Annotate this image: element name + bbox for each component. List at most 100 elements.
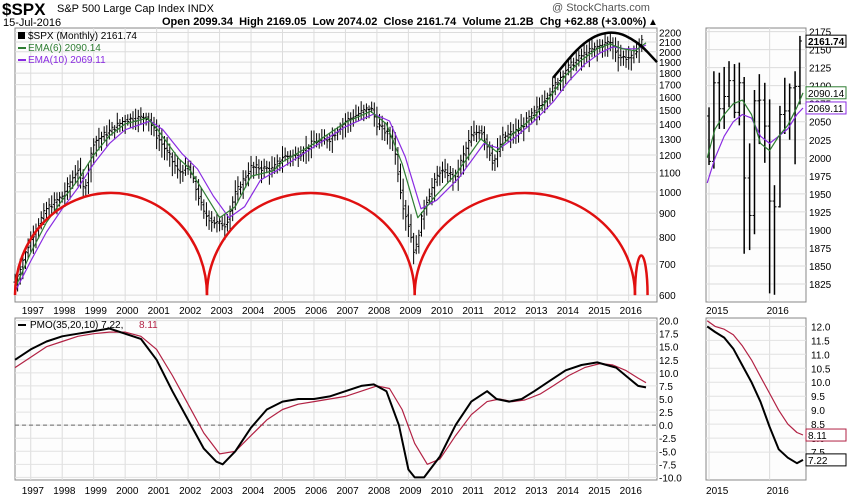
pmo-x-tick-label: 2001 xyxy=(148,486,171,497)
high-value: 2169.05 xyxy=(266,16,307,28)
pmo-zoom-y-tick-label: 10.0 xyxy=(811,378,831,389)
zoom-y-tick-label: 2125 xyxy=(809,64,832,75)
top-arc xyxy=(552,31,658,79)
cycle-arc xyxy=(633,254,649,296)
pmo-x-tick-label: 2005 xyxy=(274,486,297,497)
y-tick-label: 2200 xyxy=(659,29,682,40)
x-tick-label: 1997 xyxy=(22,306,45,317)
pmo-y-tick-label: -2.5 xyxy=(659,434,677,445)
x-tick-label: 2012 xyxy=(494,306,517,317)
pmo-x-tick-label: 2009 xyxy=(399,486,422,497)
pmo-y-tick-label: 2.5 xyxy=(659,408,673,419)
pmo-x-tick-label: 2013 xyxy=(525,486,548,497)
x-tick-label: 2009 xyxy=(399,306,422,317)
pmo-x-tick-label: 1997 xyxy=(22,486,45,497)
y-tick-label: 2000 xyxy=(659,48,682,59)
cycle-arc xyxy=(413,191,637,296)
y-tick-label: 1300 xyxy=(659,135,682,146)
cycle-arc xyxy=(205,192,416,296)
ema10-line xyxy=(14,44,647,293)
x-tick-label: 2011 xyxy=(462,306,484,317)
pmo-legend-label: PMO(35,20,10) 7.22, xyxy=(30,320,123,331)
ema10-value-tag-box xyxy=(805,101,847,115)
pmo-zoom-line xyxy=(706,325,804,465)
x-tick-label: 2008 xyxy=(368,306,391,317)
pmo-value-tag: 7.22 xyxy=(808,456,828,467)
price-panel-frame xyxy=(14,27,658,303)
x-tick-label: 2014 xyxy=(557,306,580,317)
y-tick-label: 800 xyxy=(659,233,676,244)
close-value: 2161.74 xyxy=(416,16,457,28)
zoom-y-tick-label: 1975 xyxy=(809,172,832,183)
low-label: Low xyxy=(312,16,335,28)
pmo-zoom-x-tick-label: 2016 xyxy=(767,486,790,497)
pmo-y-tick-label: 12.5 xyxy=(659,356,679,367)
ticker-symbol: $SPX xyxy=(2,0,46,19)
quote-date: 15-Jul-2016 xyxy=(3,17,62,29)
open-label: Open xyxy=(162,16,191,28)
pmo-zoom-y-tick-label: 8.5 xyxy=(811,420,825,431)
legend-ema: EMA(10) 2069.11 xyxy=(28,55,106,66)
y-tick-label: 700 xyxy=(659,260,676,271)
pmo-signal-legend-label: 8.11 xyxy=(139,320,158,331)
x-tick-label: 2015 xyxy=(588,306,611,317)
x-tick-label: 1999 xyxy=(85,306,108,317)
y-tick-label: 1200 xyxy=(659,151,682,162)
ema10-value-tag: 2069.11 xyxy=(808,104,844,115)
y-tick-label: 600 xyxy=(659,291,676,302)
x-tick-label: 2006 xyxy=(305,306,328,317)
pmo-y-tick-label: 7.5 xyxy=(659,382,673,393)
pmo-x-tick-label: 1999 xyxy=(85,486,108,497)
pmo-zoom-panel-frame xyxy=(705,317,807,481)
x-tick-label: 2007 xyxy=(336,306,359,317)
pmo-y-tick-label: -7.5 xyxy=(659,460,677,471)
x-tick-label: 2002 xyxy=(179,306,202,317)
zoom-y-tick-label: 2150 xyxy=(809,46,832,57)
pmo-x-tick-label: 2002 xyxy=(179,486,202,497)
pmo-zoom-x-tick-label: 2015 xyxy=(706,486,729,497)
x-tick-label: 2004 xyxy=(242,306,265,317)
security-name: S&P 500 Large Cap Index INDX xyxy=(57,3,214,15)
x-tick-label: 2013 xyxy=(525,306,548,317)
pmo-x-tick-label: 2011 xyxy=(462,486,484,497)
pmo-y-tick-label: 10.0 xyxy=(659,369,679,380)
low-value: 2074.02 xyxy=(337,16,378,28)
zoom-x-tick-label: 2015 xyxy=(706,306,729,317)
pmo-value-tag-box xyxy=(805,453,847,467)
y-tick-label: 1900 xyxy=(659,58,682,69)
zoom-y-tick-label: 1900 xyxy=(809,226,832,237)
volume-value: 21.2B xyxy=(504,16,534,28)
x-tick-label: 2003 xyxy=(211,306,234,317)
pmo-y-tick-label: 17.5 xyxy=(659,330,679,341)
x-tick-label: 2001 xyxy=(148,306,171,317)
legend-swatch xyxy=(18,32,25,39)
ohlc-bar: Open 2099.34 High 2169.05 Low 2074.02 Cl… xyxy=(162,16,646,28)
x-tick-label: 2010 xyxy=(431,306,454,317)
pmo-x-tick-label: 2004 xyxy=(242,486,265,497)
x-tick-label: 2005 xyxy=(274,306,297,317)
ema6-line xyxy=(14,42,647,289)
pmo-x-tick-label: 2008 xyxy=(368,486,391,497)
pmo-x-tick-label: 2016 xyxy=(620,486,643,497)
volume-label: Volume xyxy=(462,16,502,28)
pmo-signal-line xyxy=(14,331,647,465)
close-label: Close xyxy=(383,16,414,28)
zoom-y-tick-label: 1950 xyxy=(809,190,832,201)
y-tick-label: 1700 xyxy=(659,81,682,92)
y-tick-label: 900 xyxy=(659,209,676,220)
pmo-x-tick-label: 2006 xyxy=(305,486,328,497)
pmo-zoom-y-tick-label: 10.5 xyxy=(811,364,831,375)
x-tick-label: 2016 xyxy=(620,306,643,317)
zoom-y-tick-label: 2050 xyxy=(809,118,832,129)
x-tick-label: 1998 xyxy=(53,306,76,317)
zoom-y-tick-label: 1925 xyxy=(809,208,832,219)
ema6-value-tag: 2090.14 xyxy=(808,89,845,100)
pmo-x-tick-label: 2010 xyxy=(431,486,454,497)
pmo-x-tick-label: 2003 xyxy=(211,486,234,497)
zoom-y-tick-label: 1875 xyxy=(809,244,832,255)
pmo-zoom-signal-line xyxy=(706,320,804,436)
legend-price: $SPX (Monthly) 2161.74 xyxy=(28,31,137,42)
y-tick-label: 1800 xyxy=(659,69,682,80)
zoom-y-tick-label: 2025 xyxy=(809,136,832,147)
